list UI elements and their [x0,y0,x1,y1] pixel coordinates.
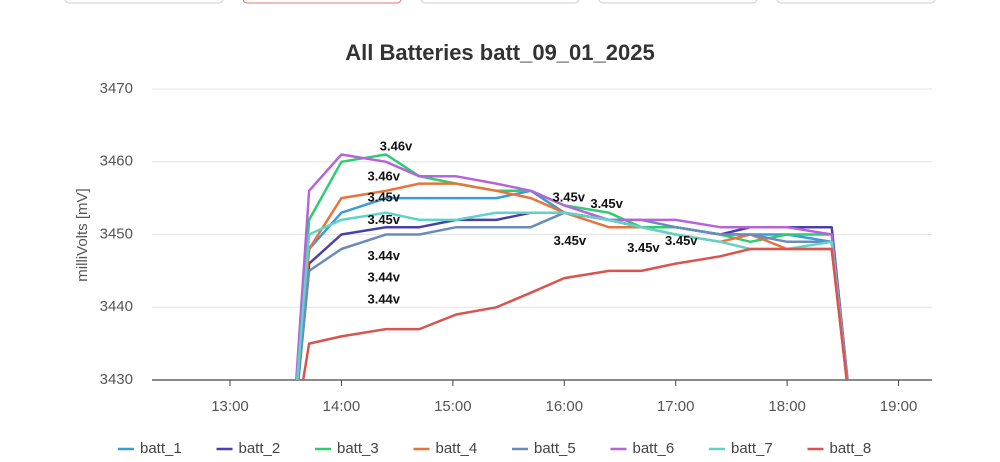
annotation: 3.44v [367,248,400,263]
legend-item[interactable]: batt_6 [610,440,675,457]
annotations: 3.46v 3.46v 3.45v 3.45v 3.44v 3.44v 3.44v 3.45v… [367,139,698,307]
x-tick-label: 16:00 [546,398,584,415]
legend-item[interactable]: batt_1 [118,440,182,457]
plot-area [294,153,849,380]
tab-button[interactable] [776,0,936,4]
legend-label: batt_2 [239,440,281,457]
annotation: 3.45v [627,240,660,255]
legend-item[interactable]: batt_2 [216,440,281,457]
y-tick-label: 3440 [100,298,133,315]
legend-label: batt_1 [140,440,182,457]
y-tick-label: 3430 [100,371,133,388]
legend-label: batt_5 [534,440,576,457]
legend-label: batt_3 [337,440,379,457]
tab-button[interactable] [242,0,402,4]
annotation: 3.45v [367,190,400,205]
x-tick-label: 15:00 [434,398,472,415]
chart-title: All Batteries batt_09_01_2025 [345,40,654,65]
annotation: 3.45v [552,190,585,205]
annotation: 3.44v [367,291,400,306]
legend: batt_1 batt_2 batt_3 batt_4 batt_5 batt_6 batt… [118,440,871,457]
legend-item[interactable]: batt_4 [413,440,478,457]
x-tick-label: 18:00 [768,398,806,415]
annotation: 3.45v [590,196,623,211]
y-tick-label: 3470 [100,80,133,97]
series-line [294,153,849,380]
legend-label: batt_4 [436,440,478,457]
x-tick-label: 14:00 [323,398,361,415]
legend-item[interactable]: batt_5 [512,440,576,457]
legend-label: batt_7 [731,440,773,457]
annotation: 3.45v [554,233,587,248]
legend-item[interactable]: batt_7 [709,440,773,457]
y-axis-label: milliVolts [mV] [74,188,91,281]
annotation: 3.45v [367,212,400,227]
y-tick-label: 3450 [100,225,133,242]
x-tick-label: 19:00 [880,398,918,415]
legend-item[interactable]: batt_3 [315,440,379,457]
y-tick-label: 3460 [100,153,133,170]
annotation: 3.45v [665,233,698,248]
tab-button[interactable] [64,0,224,4]
annotation: 3.44v [367,270,400,285]
annotation: 3.46v [380,139,413,154]
tab-button[interactable] [420,0,580,4]
legend-label: batt_6 [633,440,675,457]
tab-button[interactable] [598,0,758,4]
legend-item[interactable]: batt_8 [807,440,872,457]
x-tick-label: 13:00 [211,398,249,415]
annotation: 3.46v [367,168,400,183]
x-tick-label: 17:00 [657,398,695,415]
grid: 3430 3440 3450 3460 3470 13:00 14:00 15:00 16:00… [100,80,932,415]
legend-label: batt_8 [830,440,872,457]
series-line [301,247,848,380]
